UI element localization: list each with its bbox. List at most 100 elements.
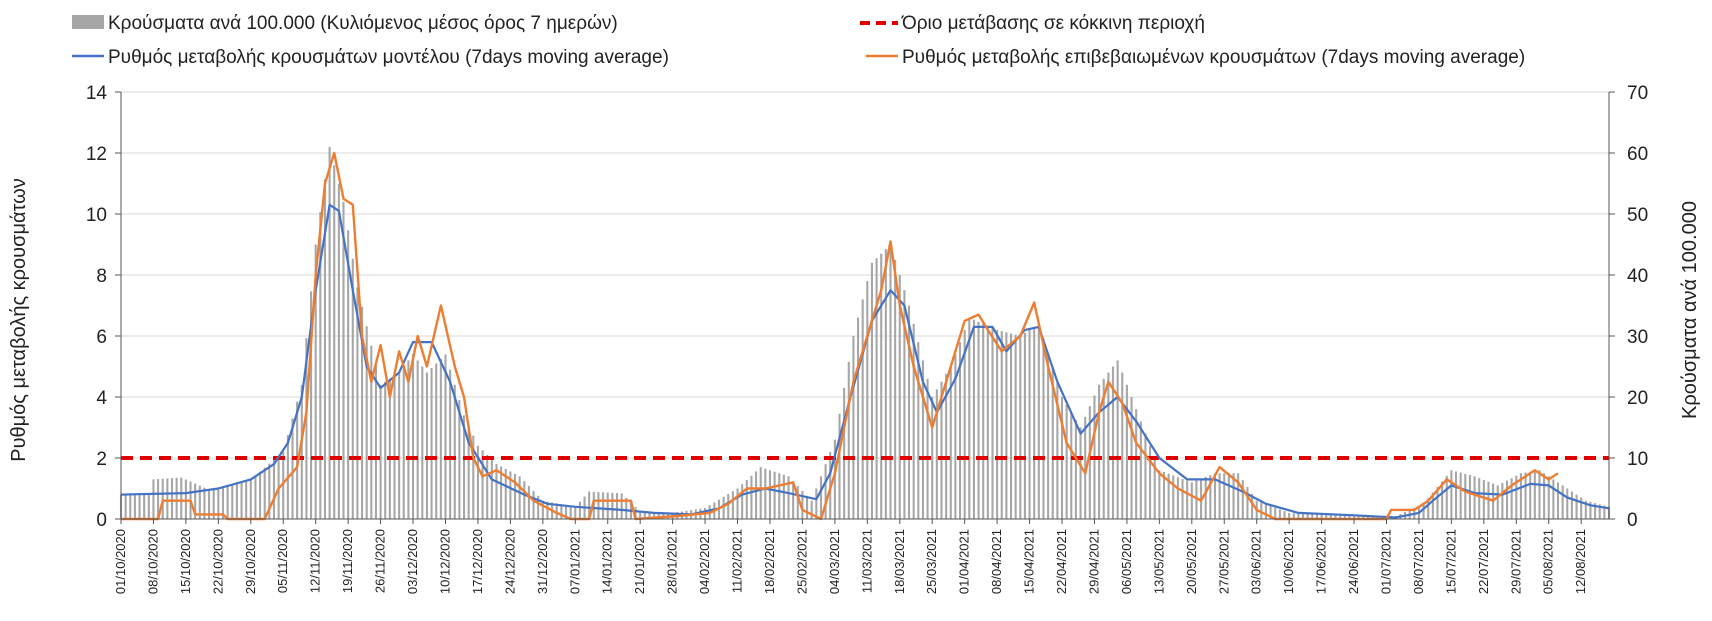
cases-bar	[1529, 471, 1532, 519]
cases-bar	[1589, 501, 1592, 519]
cases-bar	[1580, 497, 1583, 519]
cases-bar	[611, 492, 614, 519]
x-tick-label: 12/11/2020	[308, 529, 323, 593]
legend: Κρούσματα ανά 100.000 (Κυλιόμενος μέσος …	[72, 13, 1525, 68]
cases-bar	[907, 305, 911, 519]
cases-bar	[1482, 479, 1485, 519]
cases-bar	[1274, 507, 1277, 519]
y-left-tick-label: 14	[86, 83, 108, 104]
cases-bar	[917, 342, 920, 519]
x-tick-label: 06/05/2021	[1119, 529, 1134, 594]
cases-bar	[1162, 471, 1166, 519]
cases-bar	[180, 477, 183, 519]
cases-bar	[722, 496, 725, 519]
cases-bar	[184, 479, 187, 519]
cases-bar	[1153, 458, 1156, 519]
cases-bar	[1575, 494, 1578, 519]
cases-bar	[435, 363, 438, 519]
x-tick-label: 10/12/2020	[438, 529, 453, 594]
x-tick-label: 17/06/2021	[1314, 529, 1329, 594]
cases-bar	[1302, 513, 1305, 519]
cases-bar	[954, 354, 957, 519]
cases-bar	[620, 493, 623, 519]
cases-bar	[212, 488, 215, 519]
cases-bar	[1598, 504, 1601, 519]
cases-bar	[221, 486, 225, 519]
cases-bar	[1496, 485, 1499, 519]
cases-bar	[1204, 476, 1207, 519]
cases-bar	[560, 504, 563, 519]
cases-bar	[323, 179, 327, 519]
cases-bar	[1524, 472, 1527, 519]
legend-label-model: Ρυθμός μεταβολής κρουσμάτων μοντέλου (7d…	[108, 47, 669, 68]
cases-bar	[852, 336, 855, 519]
cases-bar	[1422, 503, 1425, 519]
cases-bar	[462, 415, 466, 519]
cases-bar	[351, 258, 354, 519]
cases-bar	[537, 495, 540, 519]
cases-bar	[259, 471, 262, 519]
cases-bar	[231, 483, 234, 519]
x-tick-label: 27/05/2021	[1216, 529, 1231, 594]
cases-bar	[1116, 360, 1119, 519]
cases-bar	[1227, 473, 1230, 519]
cases-bar	[402, 366, 405, 519]
cases-bar	[407, 360, 410, 519]
cases-bar	[143, 493, 146, 519]
x-tick-label: 07/01/2021	[567, 529, 582, 594]
cases-bar	[476, 445, 479, 519]
cases-bar	[884, 249, 887, 519]
x-tick-label: 01/07/2021	[1379, 529, 1394, 594]
cases-bar	[643, 511, 646, 519]
cases-bar	[226, 485, 229, 519]
cases-bar	[314, 244, 317, 519]
cases-bar	[1283, 511, 1286, 519]
cases-bar	[958, 342, 962, 519]
cases-bar	[1515, 475, 1518, 519]
cases-bar	[1556, 482, 1560, 519]
cases-bar	[1149, 445, 1152, 519]
cases-bar	[1139, 421, 1142, 519]
cases-bar	[393, 375, 396, 519]
cases-bar	[815, 488, 818, 519]
cases-bar	[606, 492, 609, 519]
cases-bar	[305, 338, 308, 519]
cases-bar	[768, 470, 772, 519]
x-tick-label: 24/12/2020	[502, 529, 517, 594]
legend-label-confirmed: Ρυθμός μεταβολής επιβεβαιωμένων κρουσμάτ…	[902, 47, 1525, 68]
cases-bar	[926, 378, 929, 519]
cases-bar	[1445, 475, 1448, 519]
x-tick-label: 13/05/2021	[1151, 529, 1166, 594]
cases-bar	[157, 479, 160, 519]
cases-bar	[337, 183, 340, 519]
cases-bar	[615, 493, 619, 519]
cases-bar	[1464, 473, 1467, 519]
cases-bar	[453, 384, 456, 519]
cases-bar	[1111, 366, 1115, 519]
cases-bar	[1098, 384, 1101, 519]
cases-bar	[1019, 336, 1022, 519]
x-tick-label: 14/01/2021	[600, 529, 615, 594]
cases-bar	[268, 463, 271, 519]
x-tick-label: 29/10/2020	[243, 529, 258, 594]
cases-bar	[1176, 477, 1179, 519]
cases-bar	[1009, 333, 1013, 519]
cases-bar	[921, 360, 924, 519]
cases-bar	[931, 397, 934, 519]
cases-bar	[972, 319, 975, 519]
cases-bar	[282, 451, 285, 519]
cases-bar	[374, 365, 377, 519]
cases-bar	[509, 471, 512, 519]
cases-bar	[1028, 329, 1031, 519]
cases-bar	[639, 511, 642, 519]
legend-swatch-cases	[72, 15, 104, 29]
cases-bar	[731, 491, 734, 519]
cases-bar	[1278, 509, 1281, 519]
y-right-tick-label: 10	[1627, 449, 1648, 470]
x-tick-label: 08/04/2021	[989, 529, 1004, 594]
cases-bar	[574, 506, 577, 519]
cases-bar	[208, 489, 211, 519]
cases-bar	[1056, 382, 1059, 519]
cases-bar	[662, 512, 665, 519]
cases-bar	[1264, 504, 1268, 519]
